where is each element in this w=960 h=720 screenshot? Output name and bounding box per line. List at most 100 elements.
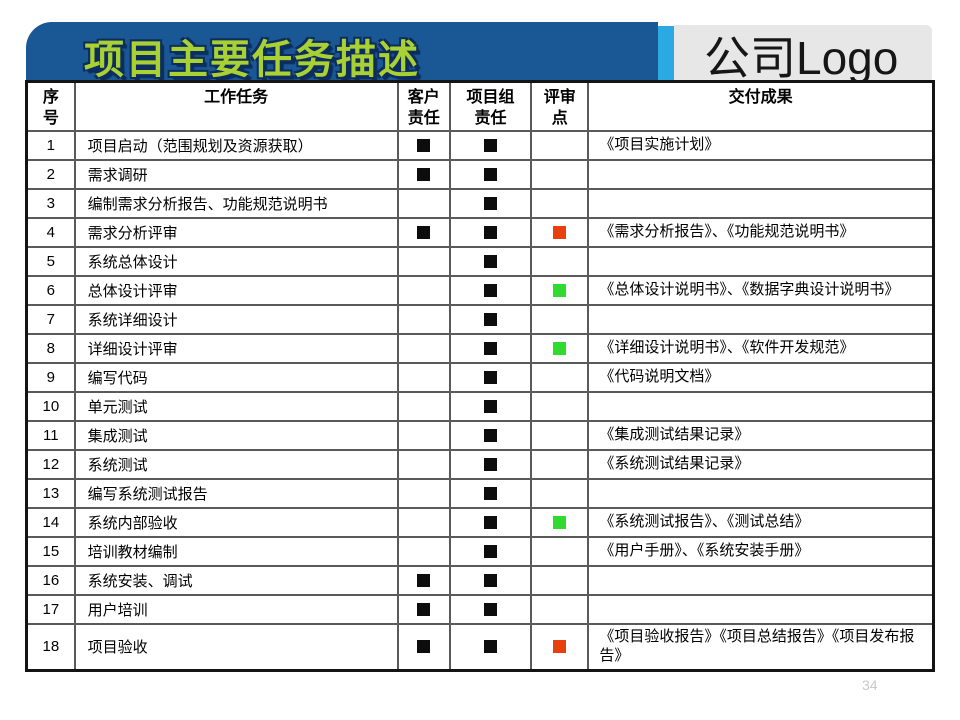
- team-marker-icon: [484, 573, 498, 587]
- deliverable-text: [587, 390, 935, 422]
- company-logo-text: 公司Logo: [704, 32, 899, 80]
- table-row: 12 系统测试 《系统测试结果记录》: [25, 448, 935, 480]
- table-row: 4 需求分析评审 《需求分析报告》、《功能规范说明书》: [25, 216, 935, 248]
- customer-responsibility-cell: [396, 448, 451, 480]
- row-serial-number: 8: [25, 332, 76, 364]
- review-point-cell: [530, 477, 590, 509]
- row-serial-number: 2: [25, 158, 76, 190]
- deliverable-text: [587, 158, 935, 190]
- table-row: 2 需求调研: [25, 158, 935, 190]
- task-name: 编写系统测试报告: [73, 477, 399, 509]
- deliverable-text: 《集成测试结果记录》: [587, 419, 935, 451]
- team-responsibility-cell: [448, 564, 533, 596]
- review-point-marker-icon: [553, 515, 567, 529]
- customer-responsibility-cell: [396, 419, 451, 451]
- review-point-cell: [530, 535, 590, 567]
- header-customer-responsibility: 客户 责任: [396, 80, 451, 132]
- table-row: 9 编写代码 《代码说明文档》: [25, 361, 935, 393]
- customer-marker-icon: [417, 225, 431, 239]
- task-name: 系统总体设计: [73, 245, 399, 277]
- row-serial-number: 4: [25, 216, 76, 248]
- team-marker-icon: [484, 254, 498, 268]
- task-name: 系统测试: [73, 448, 399, 480]
- deliverable-text: 《总体设计说明书》、《数据字典设计说明书》: [587, 274, 935, 306]
- team-responsibility-cell: [448, 245, 533, 277]
- team-marker-icon: [484, 283, 498, 297]
- table-row: 16 系统安装、调试: [25, 564, 935, 596]
- customer-responsibility-cell: [396, 622, 451, 672]
- team-marker-icon: [484, 399, 498, 413]
- customer-responsibility-cell: [396, 129, 451, 161]
- team-responsibility-cell: [448, 216, 533, 248]
- row-serial-number: 15: [25, 535, 76, 567]
- task-name: 项目验收: [73, 622, 399, 672]
- row-serial-number: 5: [25, 245, 76, 277]
- review-point-cell: [530, 274, 590, 306]
- table-row: 6 总体设计评审 《总体设计说明书》、《数据字典设计说明书》: [25, 274, 935, 306]
- table-row: 8 详细设计评审 《详细设计说明书》、《软件开发规范》: [25, 332, 935, 364]
- team-responsibility-cell: [448, 274, 533, 306]
- customer-responsibility-cell: [396, 593, 451, 625]
- customer-responsibility-cell: [396, 564, 451, 596]
- team-responsibility-cell: [448, 448, 533, 480]
- header-row: 序 号 工作任务 客户 责任 项目组 责任 评审 点 交付成果: [25, 80, 935, 132]
- team-responsibility-cell: [448, 593, 533, 625]
- team-marker-icon: [484, 544, 498, 558]
- customer-marker-icon: [417, 138, 431, 152]
- review-point-cell: [530, 245, 590, 277]
- customer-responsibility-cell: [396, 477, 451, 509]
- deliverable-text: [587, 187, 935, 219]
- table-row: 1 项目启动（范围规划及资源获取） 《项目实施计划》: [25, 129, 935, 161]
- review-point-cell: [530, 361, 590, 393]
- table-header: 序 号 工作任务 客户 责任 项目组 责任 评审 点 交付成果: [25, 80, 935, 132]
- table-row: 7 系统详细设计: [25, 303, 935, 335]
- task-name: 系统详细设计: [73, 303, 399, 335]
- row-serial-number: 10: [25, 390, 76, 422]
- row-serial-number: 11: [25, 419, 76, 451]
- banner-accent-strip: [658, 26, 674, 80]
- task-name: 编写代码: [73, 361, 399, 393]
- row-serial-number: 13: [25, 477, 76, 509]
- team-marker-icon: [484, 312, 498, 326]
- header-deliverables: 交付成果: [587, 80, 935, 132]
- review-point-cell: [530, 303, 590, 335]
- team-responsibility-cell: [448, 535, 533, 567]
- team-responsibility-cell: [448, 332, 533, 364]
- table-row: 3 编制需求分析报告、功能规范说明书: [25, 187, 935, 219]
- customer-responsibility-cell: [396, 158, 451, 190]
- task-name: 系统安装、调试: [73, 564, 399, 596]
- deliverable-text: [587, 245, 935, 277]
- customer-responsibility-cell: [396, 506, 451, 538]
- task-name: 编制需求分析报告、功能规范说明书: [73, 187, 399, 219]
- task-name: 集成测试: [73, 419, 399, 451]
- table-row: 15 培训教材编制 《用户手册》、《系统安装手册》: [25, 535, 935, 567]
- table-row: 11 集成测试 《集成测试结果记录》: [25, 419, 935, 451]
- review-point-cell: [530, 448, 590, 480]
- team-marker-icon: [484, 428, 498, 442]
- header-review-point: 评审 点: [530, 80, 590, 132]
- task-name: 需求分析评审: [73, 216, 399, 248]
- task-name: 需求调研: [73, 158, 399, 190]
- row-serial-number: 17: [25, 593, 76, 625]
- table-row: 13 编写系统测试报告: [25, 477, 935, 509]
- deliverable-text: 《项目实施计划》: [587, 129, 935, 161]
- header-serial-number: 序 号: [25, 80, 76, 132]
- team-marker-icon: [484, 457, 498, 471]
- team-marker-icon: [484, 602, 498, 616]
- table-row: 18 项目验收 《项目验收报告》《项目总结报告》《项目发布报告》: [25, 622, 935, 672]
- review-point-marker-icon: [553, 225, 567, 239]
- team-responsibility-cell: [448, 419, 533, 451]
- task-name: 详细设计评审: [73, 332, 399, 364]
- review-point-cell: [530, 390, 590, 422]
- deliverable-text: 《详细设计说明书》、《软件开发规范》: [587, 332, 935, 364]
- team-marker-icon: [484, 640, 498, 654]
- header-team-responsibility: 项目组 责任: [448, 80, 533, 132]
- row-serial-number: 12: [25, 448, 76, 480]
- customer-responsibility-cell: [396, 361, 451, 393]
- table-row: 14 系统内部验收 《系统测试报告》、《测试总结》: [25, 506, 935, 538]
- deliverable-text: 《需求分析报告》、《功能规范说明书》: [587, 216, 935, 248]
- team-responsibility-cell: [448, 303, 533, 335]
- review-point-cell: [530, 564, 590, 596]
- team-responsibility-cell: [448, 390, 533, 422]
- review-point-cell: [530, 158, 590, 190]
